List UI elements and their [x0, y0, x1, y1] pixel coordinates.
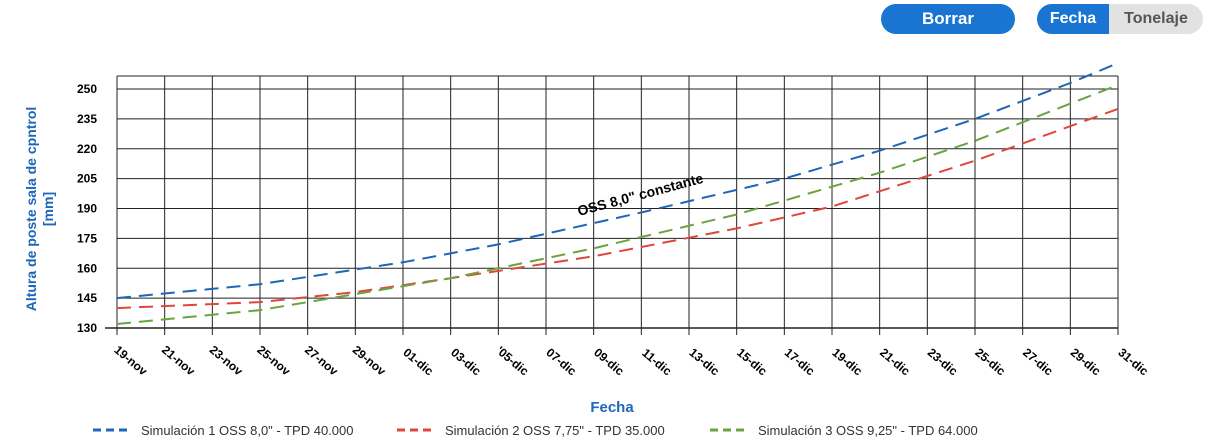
x-tick-label: 29-nov	[350, 343, 389, 379]
x-tick-label: 25-nov	[254, 343, 293, 379]
x-axis-label: Fecha	[590, 399, 634, 416]
x-tick-label: 27-nov	[302, 343, 341, 379]
x-tick-label: 17-dic	[782, 345, 818, 378]
clear-button[interactable]: Borrar	[881, 4, 1015, 34]
y-tick-label: 235	[77, 112, 97, 126]
x-tick-label: 21-dic	[877, 345, 913, 378]
x-tick-label: 07-dic	[543, 345, 579, 378]
x-tick-label: 21-nov	[159, 343, 198, 379]
y-tick-label: 160	[77, 261, 97, 275]
x-tick-label: 03-dic	[448, 345, 484, 378]
x-tick-label: 09-dic	[591, 345, 627, 378]
x-tick-label: '05-dic	[494, 343, 532, 378]
x-tick-label: 23-nov	[207, 343, 246, 379]
x-tick-label: 25-dic	[972, 345, 1008, 378]
y-tick-label: 250	[77, 82, 97, 96]
toggle-tonelaje[interactable]: Tonelaje	[1124, 10, 1188, 27]
y-tick-label: 190	[77, 202, 97, 216]
y-tick-label: 175	[77, 231, 97, 245]
series-lines	[116, 62, 1119, 325]
x-tick-label: 31-dic	[1115, 345, 1151, 378]
legend-label-2: Simulación 2 OSS 7,75" - TPD 35.000	[445, 423, 665, 438]
view-toggle[interactable]: Fecha Tonelaje	[1037, 4, 1203, 34]
legend-label-3: Simulación 3 OSS 9,25" - TPD 64.000	[758, 423, 978, 438]
y-axis-label: Altura de poste sala de cpntrol[mm]	[23, 107, 56, 312]
x-tick-label: 19-dic	[829, 345, 865, 378]
toggle-fecha[interactable]: Fecha	[1037, 4, 1109, 34]
x-tick-label: 19-nov	[111, 343, 150, 379]
y-tick-label: 130	[77, 321, 97, 335]
y-tick-label: 205	[77, 172, 97, 186]
y-tick-label: 145	[77, 291, 97, 305]
series-line-1	[116, 62, 1119, 300]
legend-label-1: Simulación 1 OSS 8,0" - TPD 40.000	[141, 423, 353, 438]
x-tick-label: 01-dic	[400, 345, 436, 378]
chart-annotation: OSS 8,0" constante	[576, 170, 706, 219]
series-line-3	[116, 84, 1119, 325]
y-tick-label: 220	[77, 142, 97, 156]
grid	[116, 75, 1119, 335]
x-tick-label: 11-dic	[639, 346, 674, 379]
x-tick-label: 27-dic	[1020, 345, 1056, 378]
series-line-2	[116, 107, 1119, 310]
x-tick-label: 15-dic	[734, 345, 770, 378]
x-tick-label: 23-dic	[925, 345, 961, 378]
x-tick-label: 29-dic	[1068, 345, 1104, 378]
legend: Simulación 1 OSS 8,0" - TPD 40.000 Simula…	[93, 423, 978, 438]
x-tick-label: 13-dic	[686, 345, 722, 378]
